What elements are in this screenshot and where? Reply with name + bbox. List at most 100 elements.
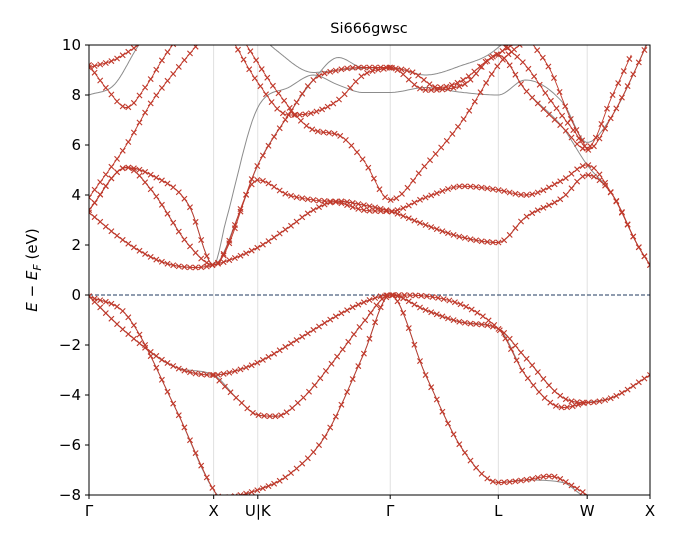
band-marker: [540, 106, 547, 112]
band-marker: [574, 141, 581, 147]
band-marker: [596, 171, 603, 178]
band-marker: [454, 79, 461, 86]
band-marker: [467, 457, 474, 464]
band-marker: [489, 186, 496, 193]
band-marker: [540, 187, 547, 194]
band-marker: [534, 189, 541, 196]
band-marker: [579, 489, 586, 495]
band-marker: [411, 341, 418, 348]
band-marker: [390, 292, 397, 298]
band-marker: [445, 186, 451, 192]
band-marker: [314, 128, 321, 135]
band-marker: [519, 367, 526, 374]
band-marker: [427, 157, 433, 164]
band-marker: [344, 389, 351, 395]
band-marker: [641, 47, 648, 53]
band-marker: [405, 76, 412, 83]
band-marker: [355, 205, 362, 212]
band-marker: [497, 45, 504, 46]
band-marker: [279, 110, 286, 117]
band-marker: [338, 66, 345, 73]
band-marker: [271, 183, 278, 190]
band-marker: [309, 126, 316, 133]
band-marker: [328, 360, 335, 367]
band-marker: [404, 67, 410, 74]
band-marker: [512, 225, 519, 232]
band-marker: [539, 54, 546, 61]
band-marker: [551, 75, 557, 81]
band-marker: [102, 310, 109, 317]
band-marker: [341, 91, 348, 98]
band-marker: [562, 479, 569, 485]
band-marker: [377, 208, 384, 215]
band-marker: [142, 109, 149, 116]
band-marker: [516, 45, 523, 48]
band-marker: [446, 297, 453, 304]
band-marker: [360, 207, 367, 214]
band-marker: [551, 388, 558, 395]
band-marker: [558, 404, 565, 411]
band-marker: [125, 331, 132, 338]
band-marker: [439, 408, 446, 415]
band-marker: [332, 67, 339, 74]
band-marker: [473, 464, 480, 471]
band-marker: [407, 292, 413, 299]
band-marker: [596, 398, 603, 405]
band-marker: [450, 317, 457, 324]
band-marker: [393, 195, 400, 202]
y-tick-label: 0: [71, 286, 81, 304]
band-marker: [285, 112, 292, 118]
band-marker: [518, 191, 524, 198]
band-marker: [119, 326, 126, 333]
band-marker: [647, 35, 652, 40]
band-marker: [439, 313, 446, 320]
band-marker: [529, 191, 536, 198]
band-marker: [181, 236, 188, 243]
band-marker: [136, 331, 143, 338]
band-marker: [602, 179, 609, 186]
band-marker: [495, 187, 502, 193]
band-marker: [199, 37, 204, 42]
band-marker: [125, 104, 132, 111]
band-marker: [136, 119, 143, 126]
band-marker: [635, 379, 642, 386]
band-marker: [630, 383, 637, 389]
band-marker: [288, 222, 294, 229]
band-marker: [641, 253, 648, 260]
band-marker: [489, 239, 496, 246]
band-marker: [231, 222, 238, 228]
band-marker: [91, 186, 98, 193]
band-marker: [147, 100, 154, 107]
band-marker: [330, 100, 337, 107]
band-marker: [310, 326, 317, 333]
band-marker: [501, 188, 508, 195]
computed-band-markers: [89, 292, 650, 495]
band-marker: [394, 298, 401, 305]
band-marker: [344, 202, 351, 209]
band-marker: [231, 493, 238, 495]
band-marker: [147, 76, 154, 83]
band-marker: [192, 45, 199, 50]
band-marker: [288, 470, 294, 476]
interpolated-band-line: [89, 174, 650, 268]
band-marker: [302, 111, 309, 118]
band-marker: [248, 247, 255, 254]
band-marker: [440, 296, 447, 303]
band-marker: [108, 91, 115, 98]
band-marker: [433, 86, 440, 93]
band-marker: [164, 260, 171, 267]
band-marker: [365, 164, 372, 171]
plot-area: [89, 35, 652, 495]
band-marker: [568, 482, 575, 489]
band-marker: [114, 98, 120, 105]
band-marker: [321, 434, 328, 440]
band-marker: [410, 177, 417, 184]
band-marker: [528, 45, 535, 46]
band-marker: [383, 207, 390, 214]
band-marker: [266, 413, 273, 420]
band-marker: [237, 206, 244, 212]
band-marker: [461, 319, 468, 326]
band-marker: [523, 355, 530, 362]
band-marker: [618, 209, 625, 216]
band-marker: [551, 116, 558, 123]
